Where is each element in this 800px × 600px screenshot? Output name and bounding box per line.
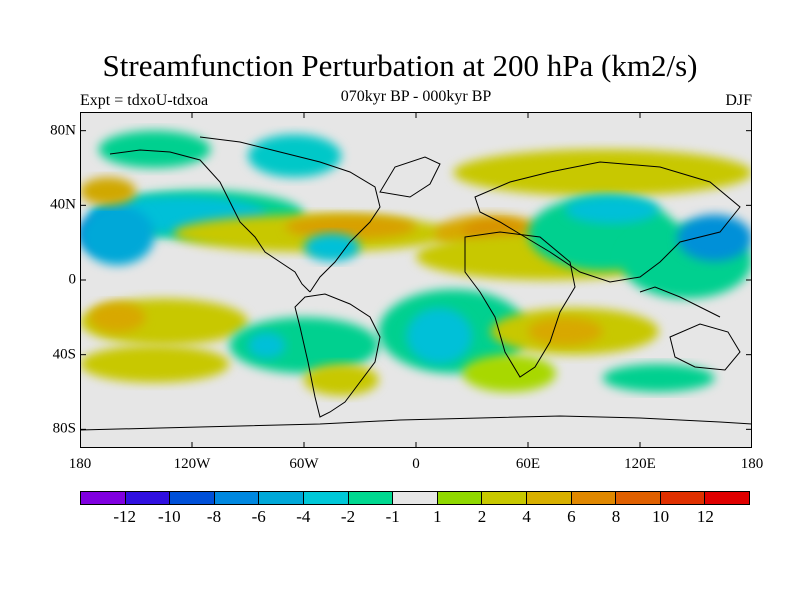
- field-region-16: [677, 214, 752, 262]
- colorbar-box-9: [482, 492, 527, 504]
- colorbar-box-10: [526, 492, 572, 504]
- y-tick-label: 40S: [52, 346, 76, 363]
- colorbar-label: -2: [340, 507, 356, 526]
- field-region-28: [602, 364, 715, 392]
- chart-title: Streamfunction Perturbation at 200 hPa (…: [102, 48, 698, 83]
- map-panel: [80, 112, 752, 448]
- field-region-5: [98, 130, 211, 168]
- field-region-3: [80, 205, 155, 266]
- field-region-20: [248, 332, 286, 359]
- colorbar-label: 6: [567, 507, 576, 526]
- colorbar-label: 12: [696, 507, 714, 526]
- x-tick-label: 120W: [173, 456, 211, 472]
- map-svg: [80, 112, 752, 448]
- y-tick-label: 80N: [50, 122, 76, 139]
- field-region-26: [304, 364, 379, 396]
- colorbar-box-4: [259, 492, 304, 504]
- south-america-coast: [294, 293, 381, 418]
- x-tick-label: 60E: [515, 456, 541, 472]
- colorbar-label: 4: [522, 507, 531, 526]
- field-region-22: [406, 308, 473, 364]
- colorbar-label: -10: [157, 507, 181, 526]
- y-tick-label: 80S: [52, 420, 76, 437]
- colorbar-label: 2: [477, 507, 487, 526]
- field-region-8: [285, 214, 416, 239]
- africa-coast: [464, 231, 576, 378]
- x-tick-label: 180: [68, 456, 92, 472]
- season-label: DJF: [725, 92, 752, 109]
- tick-marks: [80, 112, 752, 448]
- field-region-6: [80, 177, 136, 206]
- maritime-continent-coast: [639, 286, 721, 318]
- colorbar-box-12: [616, 492, 661, 504]
- north-america-coast: [109, 149, 311, 293]
- colorbar-box-14: [705, 492, 749, 504]
- colorbar-box-3: [214, 492, 260, 504]
- coastlines: [80, 136, 752, 431]
- antarctica-coast: [80, 415, 752, 431]
- y-tick-label: 0: [68, 271, 77, 288]
- colorbar-box-11: [571, 492, 617, 504]
- field-region-18: [89, 302, 146, 333]
- period-label: 070kyr BP - 000kyr BP: [340, 88, 492, 105]
- colorbar-box-6: [348, 492, 394, 504]
- experiment-label: Expt = tdxoU-tdxoa: [80, 92, 209, 109]
- field-region-29: [304, 233, 360, 262]
- field-region-24: [528, 317, 603, 346]
- field-region-14: [565, 196, 659, 224]
- colorbar-box-7: [393, 492, 438, 504]
- colorbar-label: 1: [433, 507, 442, 526]
- colorbar-label: -8: [206, 507, 222, 526]
- field-region-27: [462, 354, 556, 392]
- colorbar-label: 8: [611, 507, 621, 526]
- colorbar-box-0: [81, 492, 126, 504]
- x-tick-label: 60W: [289, 456, 319, 472]
- colorbar-box-2: [170, 492, 215, 504]
- north-america-east-coast: [199, 136, 381, 293]
- x-tick-label: 120E: [624, 456, 656, 472]
- x-tick-label: 0: [412, 456, 420, 472]
- australia-coast: [669, 323, 741, 371]
- field-region-12: [453, 149, 752, 196]
- greenland-coast: [379, 156, 441, 198]
- field-region-25: [80, 345, 230, 383]
- colorbar-label: 10: [652, 507, 670, 526]
- colorbar-box-1: [125, 492, 171, 504]
- x-tick-label: 180: [740, 456, 764, 472]
- colorbar-box-13: [660, 492, 706, 504]
- colorbar-box-8: [437, 492, 483, 504]
- colorbar-label: -1: [385, 507, 400, 526]
- colorbar-box-5: [303, 492, 349, 504]
- colorbar: [80, 491, 750, 505]
- y-tick-label: 40N: [50, 196, 76, 213]
- colorbar-label: -6: [251, 507, 266, 526]
- colorbar-label: -12: [113, 507, 136, 526]
- colorbar-label: -4: [296, 507, 311, 526]
